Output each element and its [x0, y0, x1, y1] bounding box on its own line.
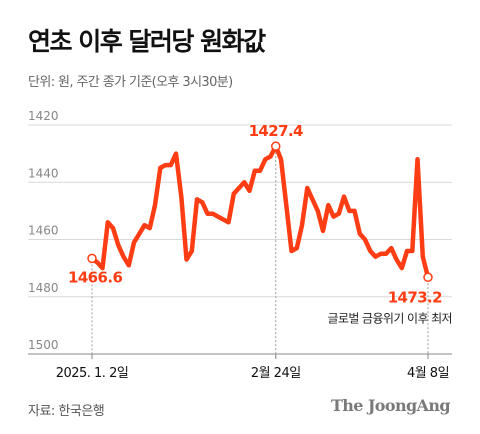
y-tick-label: 1440 [28, 166, 59, 180]
x-tick-label: 2025. 1. 2일 [56, 366, 129, 381]
data-label-start: 1466.6 [68, 268, 122, 286]
data-label-peak: 1427.4 [249, 122, 303, 140]
series-line [89, 143, 431, 280]
x-tick-label: 2월 24일 [251, 366, 301, 381]
y-tick-label: 1420 [28, 109, 59, 123]
annotation-note: 글로벌 금융위기 이후 최저 [328, 311, 453, 325]
data-point-marker [87, 253, 97, 264]
data-point-marker [423, 272, 433, 283]
source-note: 자료: 한국은행 [28, 404, 105, 419]
y-tick-label: 1480 [28, 281, 59, 295]
publisher-logo: The JoongAng [330, 396, 451, 415]
data-point-marker [271, 141, 281, 151]
x-tick-label: 4월 8일 [407, 366, 449, 381]
y-tick-label: 1500 [28, 338, 59, 352]
y-tick-label: 1460 [28, 224, 59, 238]
chart-title: 연초 이후 달러당 원화값 [28, 27, 266, 56]
chart-subtitle: 단위: 원, 주간 종가 기준(오후 3시30분) [28, 75, 233, 90]
data-label-end: 1473.2 [388, 288, 442, 306]
